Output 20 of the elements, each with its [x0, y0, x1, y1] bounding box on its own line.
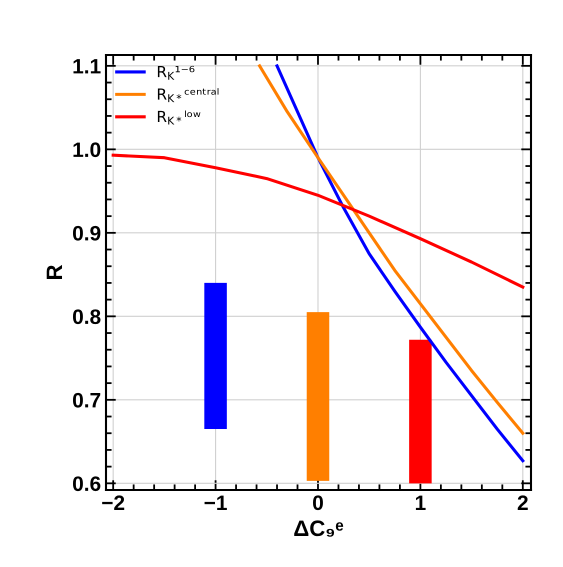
y-tick-label: 0.8: [73, 309, 101, 324]
y-tick-label: 1.1: [73, 59, 101, 74]
bar: [204, 282, 227, 430]
x-tick-label: 2: [518, 495, 528, 510]
x-tick-label: 0: [313, 495, 323, 510]
x-tick-label: −2: [102, 495, 124, 510]
x-tick-label: 1: [416, 496, 426, 510]
y-tick-label: 1.0: [73, 142, 100, 158]
y-tick-label: 0.7: [73, 392, 100, 408]
line-series: [112, 154, 524, 289]
bar: [409, 340, 432, 484]
x-tick-label: −1: [204, 496, 227, 510]
legend-label: R$_{K*}$ˡᵒʷ: [158, 110, 200, 125]
legend-label: R$_{K*}$ᶜᵉⁿᵗʳᵃˡ: [158, 88, 218, 102]
y-axis-title: R: [46, 264, 62, 280]
x-axis-title: ΔC₉ᵉ: [294, 520, 344, 537]
legend-label: R$_{K}$¹⁻⁶: [158, 66, 194, 80]
bar: [306, 312, 330, 481]
y-tick-label: 0.6: [73, 476, 100, 492]
y-tick-label: 0.9: [73, 226, 100, 241]
